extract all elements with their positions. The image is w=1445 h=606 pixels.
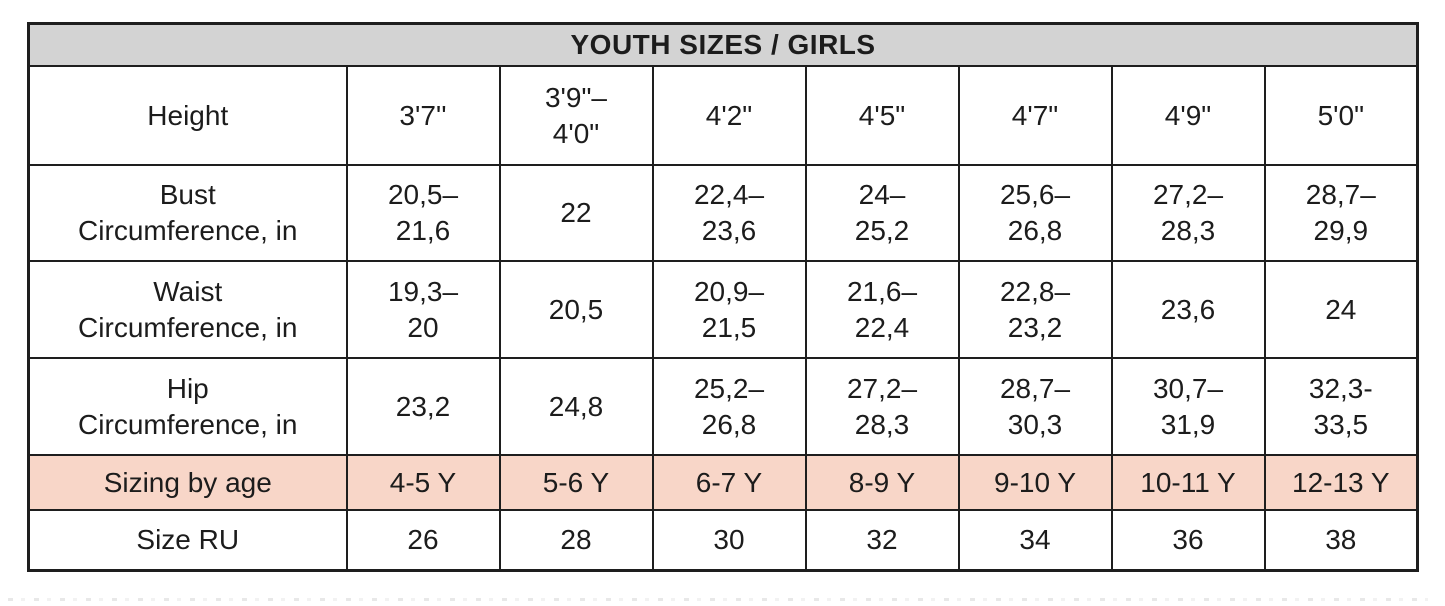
waist-cell: 21,6– 22,4 (804, 260, 960, 360)
bust-cell: 24– 25,2 (804, 164, 960, 263)
height-cell: 5'0" (1263, 65, 1419, 167)
table-row-sizing-by-age: Sizing by age 4-5 Y 5-6 Y 6-7 Y 8-9 Y 9-… (27, 454, 1419, 512)
hip-cell: 32,3- 33,5 (1263, 357, 1419, 457)
bust-cell: 20,5– 21,6 (345, 164, 501, 263)
table-row-bust: Bust Circumference, in 20,5– 21,6 22 22,… (27, 164, 1419, 263)
table-row-size-ru: Size RU 26 28 30 32 34 36 38 (27, 509, 1419, 572)
hip-cell: 27,2– 28,3 (804, 357, 960, 457)
hip-cell: 25,2– 26,8 (651, 357, 807, 457)
age-cell: 5-6 Y (498, 454, 654, 512)
size-ru-cell: 26 (345, 509, 501, 572)
waist-cell: 22,8– 23,2 (957, 260, 1113, 360)
size-ru-cell: 32 (804, 509, 960, 572)
hip-cell: 24,8 (498, 357, 654, 457)
row-label-size-ru: Size RU (27, 509, 348, 572)
bust-cell: 27,2– 28,3 (1110, 164, 1266, 263)
row-label-bust: Bust Circumference, in (27, 164, 348, 263)
table-row-hip: Hip Circumference, in 23,2 24,8 25,2– 26… (27, 357, 1419, 457)
size-ru-cell: 34 (957, 509, 1113, 572)
age-cell: 8-9 Y (804, 454, 960, 512)
height-cell: 4'7" (957, 65, 1113, 167)
height-cell: 4'2" (651, 65, 807, 167)
age-cell: 9-10 Y (957, 454, 1113, 512)
age-cell: 4-5 Y (345, 454, 501, 512)
bust-cell: 22,4– 23,6 (651, 164, 807, 263)
hip-cell: 28,7– 30,3 (957, 357, 1113, 457)
bust-cell: 22 (498, 164, 654, 263)
hip-cell: 30,7– 31,9 (1110, 357, 1266, 457)
scan-noise-artifact (8, 598, 1428, 601)
bust-cell: 25,6– 26,8 (957, 164, 1113, 263)
height-cell: 4'9" (1110, 65, 1266, 167)
youth-sizes-girls-table: YOUTH SIZES / GIRLS Height 3'7'' 3'9"– 4… (27, 22, 1420, 572)
height-cell: 3'9"– 4'0" (498, 65, 654, 167)
size-ru-cell: 30 (651, 509, 807, 572)
waist-cell: 20,5 (498, 260, 654, 360)
waist-cell: 19,3– 20 (345, 260, 501, 360)
height-cell: 4'5" (804, 65, 960, 167)
table-title: YOUTH SIZES / GIRLS (27, 22, 1419, 68)
row-label-sizing-by-age: Sizing by age (27, 454, 348, 512)
size-ru-cell: 36 (1110, 509, 1266, 572)
size-ru-cell: 38 (1263, 509, 1419, 572)
waist-cell: 23,6 (1110, 260, 1266, 360)
age-cell: 6-7 Y (651, 454, 807, 512)
title-row: YOUTH SIZES / GIRLS (27, 22, 1419, 68)
age-cell: 12-13 Y (1263, 454, 1419, 512)
age-cell: 10-11 Y (1110, 454, 1266, 512)
table-row-height: Height 3'7'' 3'9"– 4'0" 4'2" 4'5" 4'7" 4… (27, 65, 1419, 167)
row-label-height: Height (27, 65, 348, 167)
height-cell: 3'7'' (345, 65, 501, 167)
waist-cell: 24 (1263, 260, 1419, 360)
row-label-waist: Waist Circumference, in (27, 260, 348, 360)
bust-cell: 28,7– 29,9 (1263, 164, 1419, 263)
size-ru-cell: 28 (498, 509, 654, 572)
waist-cell: 20,9– 21,5 (651, 260, 807, 360)
table-row-waist: Waist Circumference, in 19,3– 20 20,5 20… (27, 260, 1419, 360)
row-label-hip: Hip Circumference, in (27, 357, 348, 457)
hip-cell: 23,2 (345, 357, 501, 457)
